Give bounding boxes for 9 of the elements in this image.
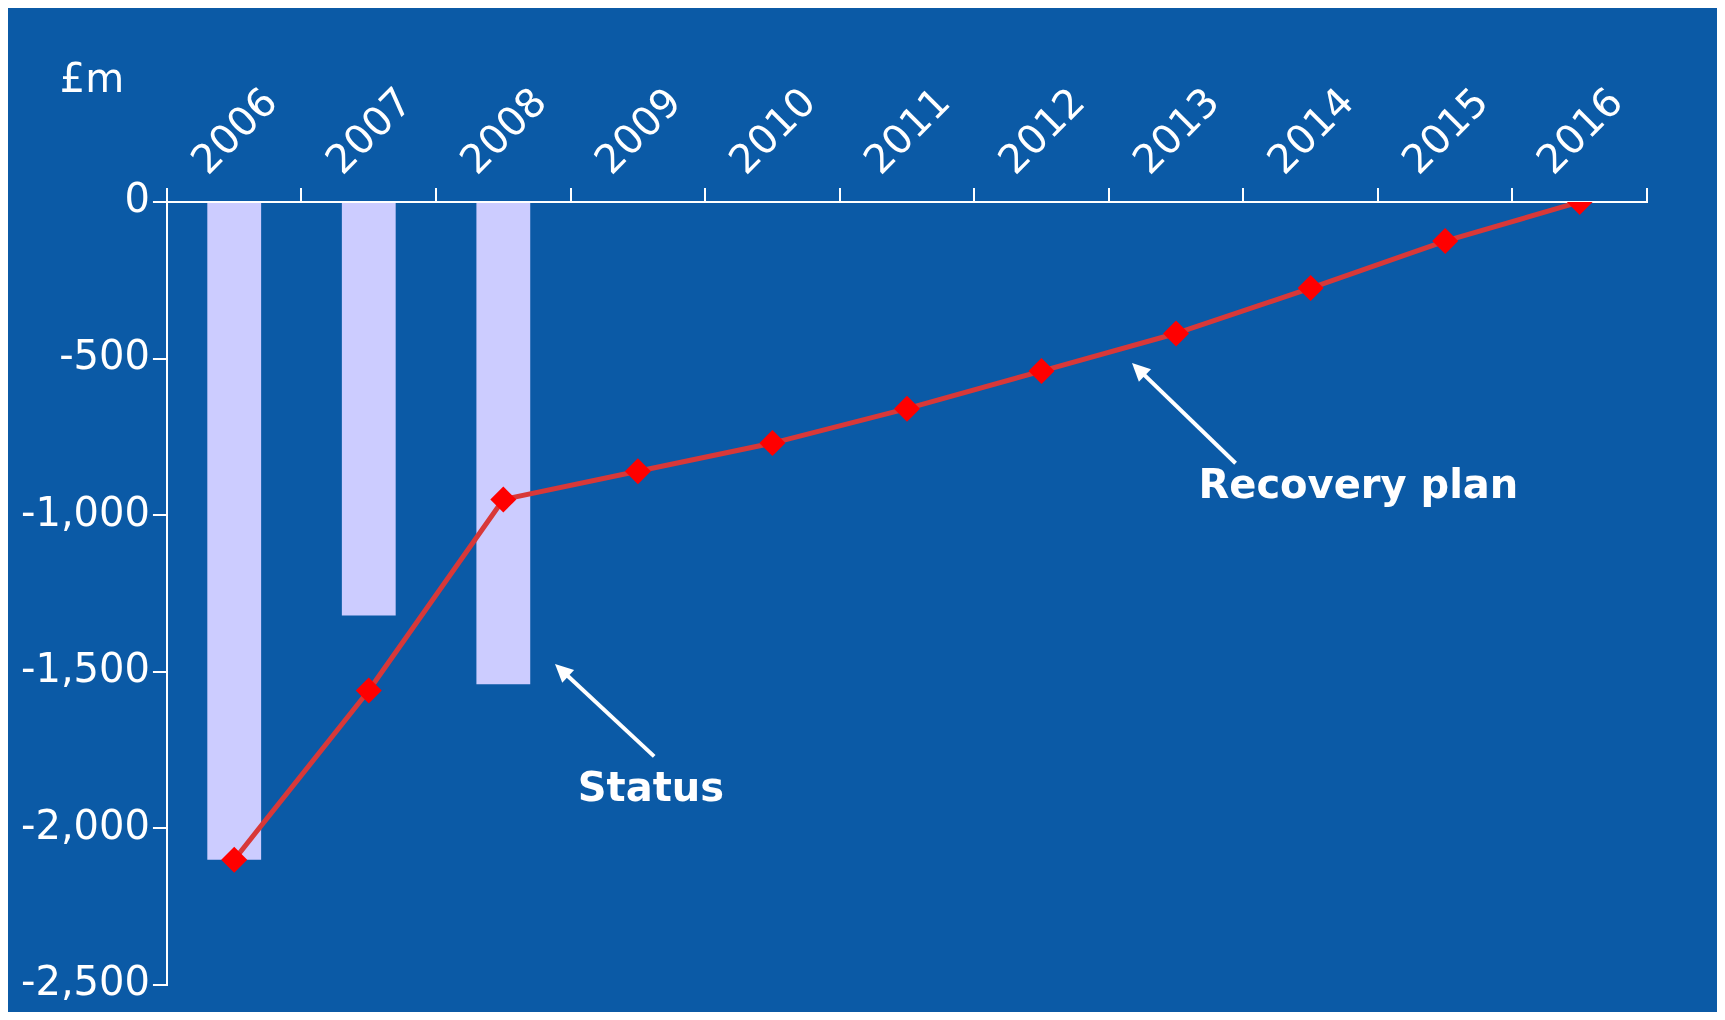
y-tick-label: -2,000 <box>20 801 150 848</box>
y-tick-label: 0 <box>124 175 150 222</box>
y-axis-title: £m <box>59 55 125 102</box>
y-tick-label: -500 <box>59 331 150 378</box>
y-tick-label: -1,500 <box>20 645 150 692</box>
y-tick-label: -2,500 <box>20 958 150 1005</box>
annotation: Recovery plan <box>1198 461 1519 508</box>
annotation: Status <box>577 764 725 811</box>
y-tick-label: -1,000 <box>20 488 150 535</box>
